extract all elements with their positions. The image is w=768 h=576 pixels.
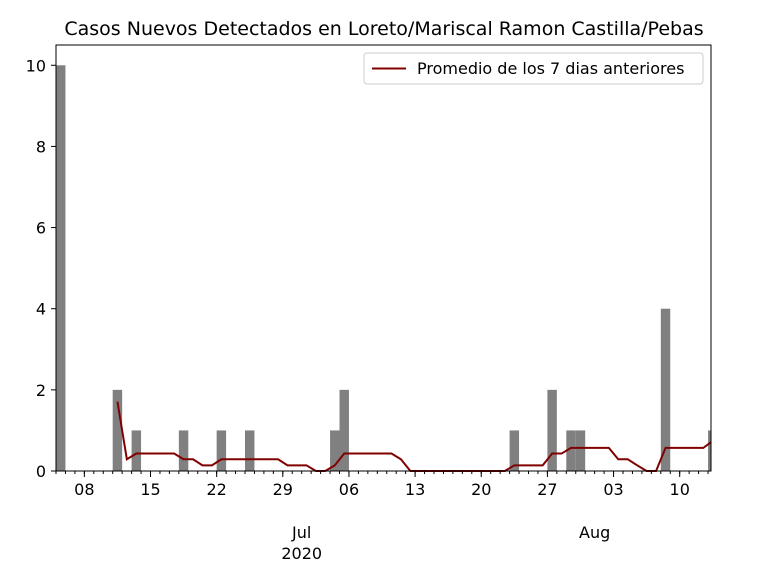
x-tick-label: 08	[74, 480, 94, 499]
y-tick-label: 0	[36, 462, 46, 481]
x-year-label: 2020	[281, 544, 322, 563]
bar	[131, 430, 142, 471]
bar	[547, 389, 557, 471]
bar	[216, 430, 227, 471]
x-tick-label: 15	[140, 480, 160, 499]
bar	[575, 430, 586, 471]
y-tick-label: 4	[36, 300, 46, 319]
x-tick-label: 27	[537, 480, 557, 499]
bar	[112, 389, 123, 471]
bars-layer	[56, 65, 711, 472]
bar	[56, 65, 66, 472]
bar	[708, 430, 711, 471]
x-axis: 08 15 22 29 06 13 20 27 03 10 Jul Aug 2020	[55, 471, 709, 563]
legend-label: Promedio de los 7 dias anteriores	[417, 59, 684, 78]
x-tick-label: 10	[670, 480, 690, 499]
plot-frame	[55, 44, 712, 472]
x-tick-label: 06	[339, 480, 359, 499]
bar	[660, 308, 671, 471]
x-tick-label: 13	[405, 480, 425, 499]
y-tick-label: 6	[36, 219, 46, 238]
bar	[339, 389, 349, 471]
x-tick-label: 03	[603, 480, 623, 499]
series-line	[116, 401, 712, 472]
bar	[178, 430, 189, 471]
y-tick-label: 8	[36, 137, 46, 156]
bar	[245, 430, 255, 471]
bar	[330, 430, 340, 471]
y-tick-label: 2	[36, 381, 46, 400]
legend: Promedio de los 7 dias anteriores	[363, 52, 704, 85]
bar	[509, 430, 520, 471]
x-tick-label: 29	[273, 480, 293, 499]
x-tick-label: 20	[471, 480, 491, 499]
x-month-label: Aug	[579, 523, 610, 542]
y-tick-label: 10	[26, 56, 46, 75]
chart-title: Casos Nuevos Detectados en Loreto/Marisc…	[64, 18, 703, 40]
line-layer	[116, 401, 712, 472]
x-tick-label: 22	[206, 480, 226, 499]
legend-box	[363, 52, 704, 85]
bar	[566, 430, 576, 471]
y-axis: 0 2 4 6 8 10	[26, 56, 56, 481]
x-month-label: Jul	[291, 523, 311, 542]
